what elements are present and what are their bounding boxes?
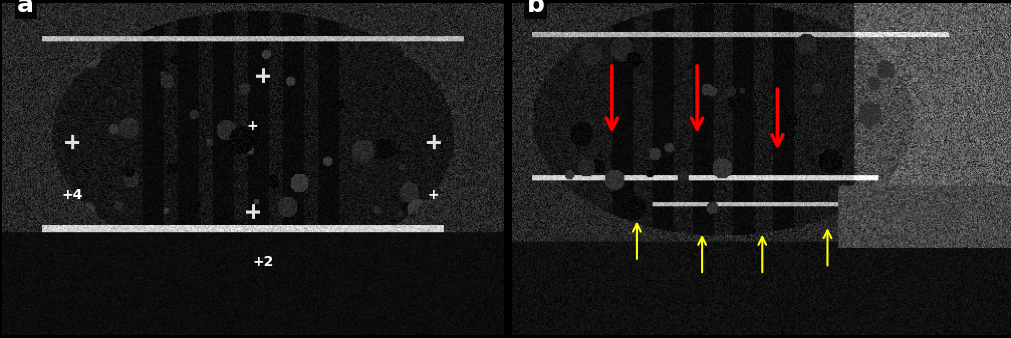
Text: +: + — [247, 119, 259, 133]
Text: b: b — [527, 0, 545, 17]
Text: +4: +4 — [62, 189, 83, 202]
Text: +2: +2 — [252, 255, 273, 269]
Text: +: + — [428, 189, 439, 202]
Text: a: a — [17, 0, 34, 17]
